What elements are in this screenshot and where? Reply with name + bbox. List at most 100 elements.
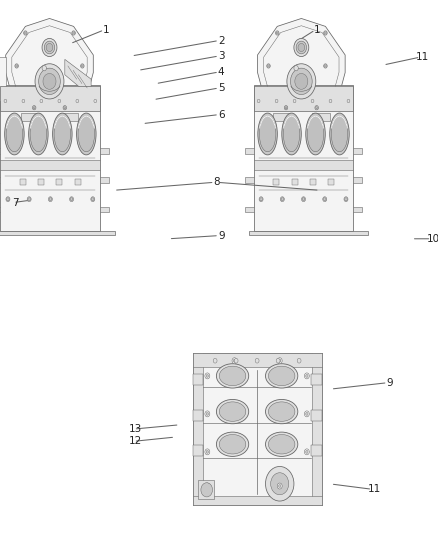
Circle shape: [325, 65, 326, 67]
Circle shape: [15, 64, 18, 68]
Circle shape: [347, 99, 350, 103]
Circle shape: [277, 483, 282, 489]
Circle shape: [329, 99, 332, 103]
Circle shape: [279, 359, 281, 362]
Bar: [312, 353, 321, 505]
Circle shape: [42, 38, 57, 56]
Circle shape: [345, 198, 347, 201]
Circle shape: [304, 373, 309, 379]
Text: 9: 9: [218, 231, 225, 240]
Circle shape: [233, 359, 236, 362]
Ellipse shape: [219, 366, 246, 385]
Circle shape: [301, 197, 306, 201]
Ellipse shape: [268, 402, 295, 421]
Circle shape: [281, 198, 283, 201]
Circle shape: [49, 198, 52, 201]
Circle shape: [4, 99, 7, 103]
Ellipse shape: [259, 116, 276, 152]
Bar: [254, 85, 353, 231]
Ellipse shape: [282, 113, 301, 155]
Ellipse shape: [53, 113, 72, 155]
Text: 9: 9: [386, 378, 393, 387]
Bar: [193, 353, 321, 367]
Circle shape: [206, 450, 208, 454]
Text: 8: 8: [213, 177, 220, 187]
Circle shape: [35, 64, 64, 99]
Bar: [273, 179, 279, 184]
Circle shape: [6, 197, 10, 201]
Polygon shape: [0, 57, 6, 101]
Circle shape: [72, 31, 75, 35]
Bar: [60, 114, 78, 121]
Bar: [198, 480, 214, 499]
Ellipse shape: [28, 113, 48, 155]
Circle shape: [290, 68, 312, 94]
Bar: [193, 374, 204, 385]
Circle shape: [265, 466, 294, 501]
Circle shape: [213, 358, 217, 363]
Circle shape: [306, 450, 308, 454]
Polygon shape: [65, 59, 91, 97]
Polygon shape: [6, 19, 93, 115]
Circle shape: [279, 484, 281, 488]
Bar: [292, 179, 297, 184]
Circle shape: [206, 413, 208, 415]
Text: 13: 13: [129, 424, 142, 434]
Ellipse shape: [283, 116, 300, 152]
Circle shape: [42, 66, 46, 71]
Ellipse shape: [265, 432, 298, 456]
Circle shape: [324, 64, 327, 68]
Bar: [254, 86, 353, 111]
Bar: [311, 445, 321, 456]
Bar: [0, 231, 115, 236]
Circle shape: [70, 197, 74, 201]
Bar: [244, 207, 254, 212]
Text: 1: 1: [314, 25, 321, 35]
Circle shape: [294, 38, 309, 56]
Circle shape: [27, 197, 31, 201]
Text: 11: 11: [368, 484, 381, 494]
Bar: [244, 177, 254, 183]
Bar: [193, 445, 204, 456]
Bar: [273, 114, 290, 121]
Circle shape: [260, 198, 262, 201]
Circle shape: [295, 74, 308, 89]
Ellipse shape: [219, 434, 246, 454]
Bar: [39, 179, 44, 184]
Text: 1: 1: [103, 25, 110, 35]
Bar: [328, 179, 334, 184]
Circle shape: [323, 197, 327, 201]
Ellipse shape: [30, 116, 47, 152]
Text: 12: 12: [129, 437, 142, 446]
Text: 2: 2: [218, 36, 225, 45]
Ellipse shape: [265, 399, 298, 424]
Circle shape: [201, 483, 212, 497]
Bar: [254, 160, 353, 170]
Circle shape: [304, 449, 309, 455]
Ellipse shape: [216, 432, 249, 456]
Circle shape: [306, 413, 308, 415]
Bar: [100, 177, 110, 183]
Ellipse shape: [78, 116, 95, 152]
Circle shape: [306, 374, 308, 377]
Bar: [193, 353, 202, 505]
Circle shape: [24, 31, 27, 35]
Circle shape: [302, 198, 305, 201]
Bar: [193, 410, 204, 421]
Circle shape: [81, 65, 83, 67]
Circle shape: [276, 31, 279, 35]
Circle shape: [206, 484, 208, 488]
Circle shape: [287, 64, 316, 99]
Circle shape: [276, 358, 280, 363]
Text: 11: 11: [416, 52, 429, 62]
Circle shape: [276, 32, 278, 34]
Circle shape: [44, 41, 55, 54]
Text: 4: 4: [218, 67, 225, 77]
Ellipse shape: [331, 116, 348, 152]
Circle shape: [259, 197, 263, 201]
Bar: [0, 160, 100, 170]
Circle shape: [296, 41, 307, 54]
Ellipse shape: [268, 366, 295, 385]
Circle shape: [325, 32, 326, 34]
Circle shape: [324, 198, 326, 201]
